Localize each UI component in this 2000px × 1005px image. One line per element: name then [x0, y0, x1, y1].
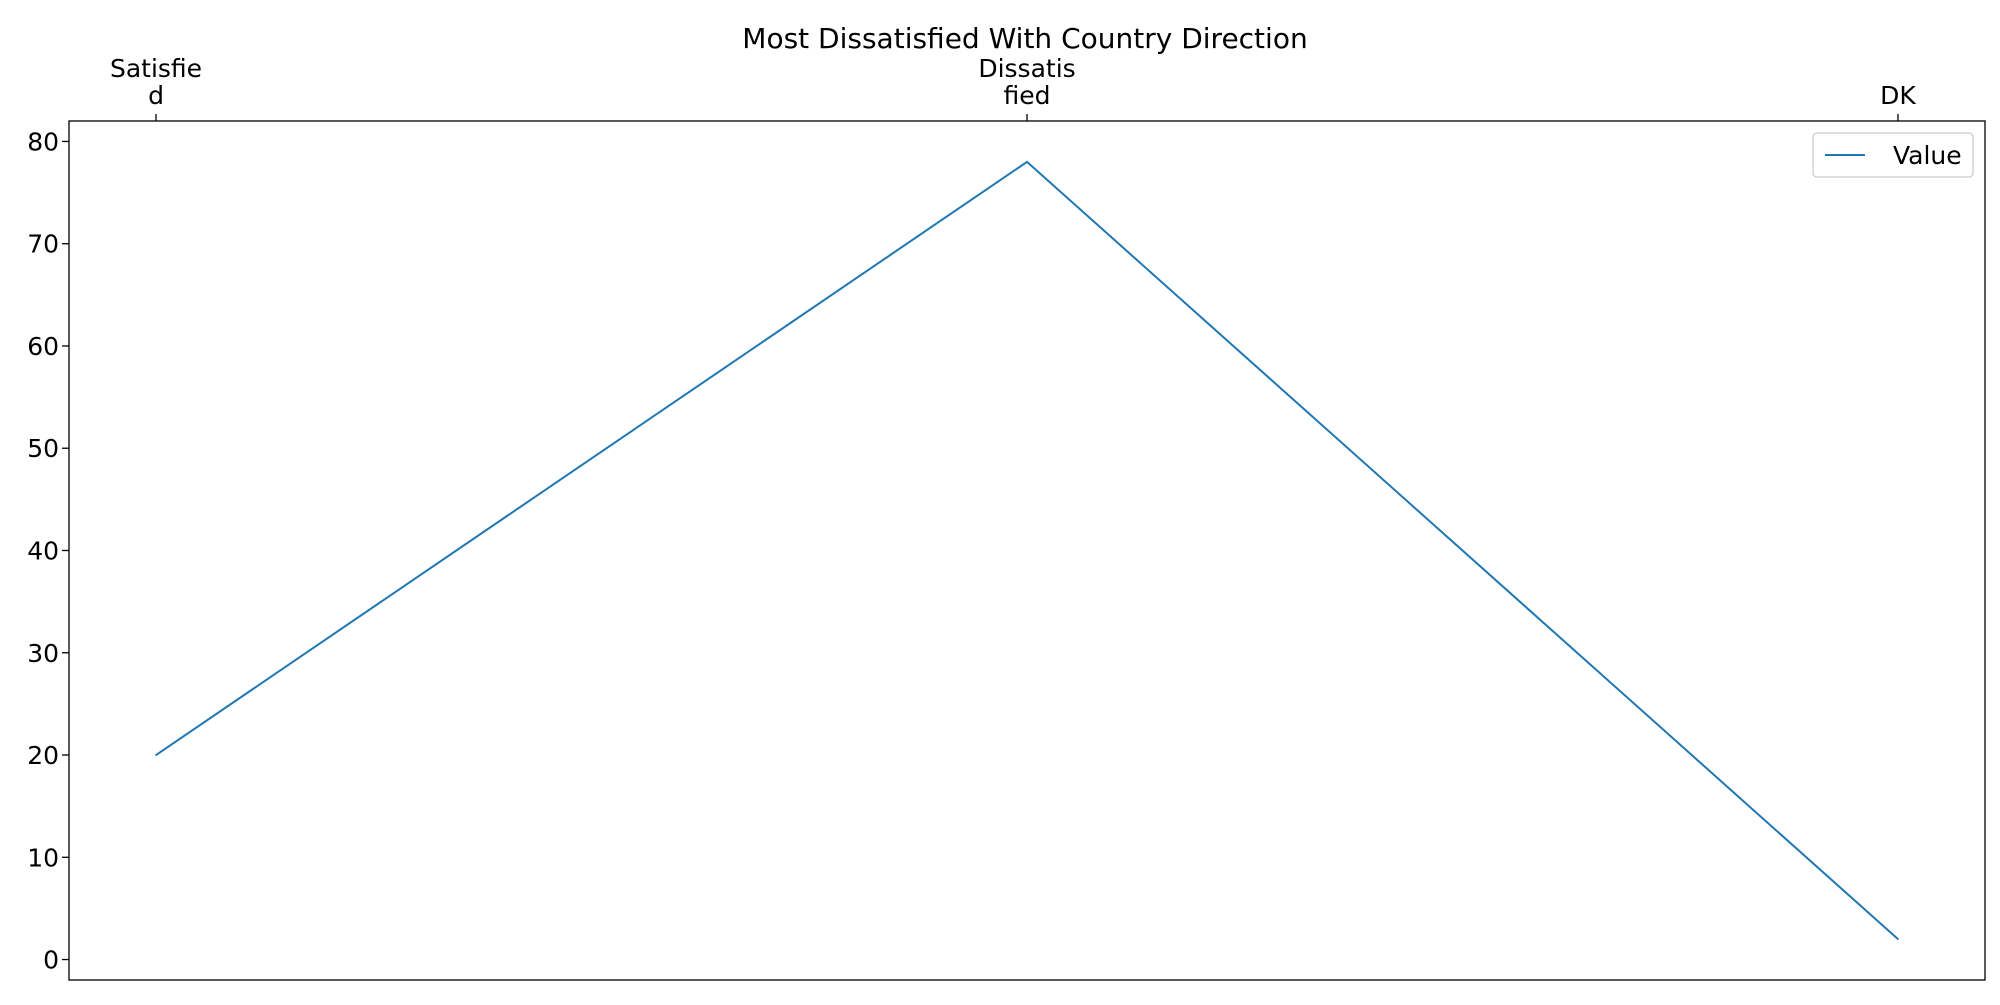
x-tick-label: Satisfie: [110, 54, 202, 83]
x-tick-label: fied: [1004, 81, 1051, 110]
legend-label: Value: [1893, 141, 1962, 170]
y-tick-label: 20: [27, 741, 59, 770]
y-tick-label: 50: [27, 434, 59, 463]
y-tick-label: 60: [27, 332, 59, 361]
data-point: [155, 754, 157, 756]
plot-frame: [68, 120, 1986, 981]
x-tick-label: Dissatis: [978, 54, 1075, 83]
y-tick-label: 30: [27, 639, 59, 668]
chart-title: Most Dissatisfied With Country Direction: [742, 22, 1307, 55]
x-tick-label: DK: [1880, 81, 1916, 110]
y-tick-label: 0: [43, 946, 59, 975]
y-tick-label: 80: [27, 127, 59, 156]
y-tick-label: 10: [27, 843, 59, 872]
y-tick-label: 40: [27, 537, 59, 566]
data-point: [1026, 161, 1028, 163]
legend-box: [1812, 132, 1974, 178]
series-line-value: [155, 160, 1899, 940]
data-point: [1897, 938, 1899, 940]
y-tick-label: 70: [27, 230, 59, 259]
x-tick-label: d: [148, 81, 164, 110]
